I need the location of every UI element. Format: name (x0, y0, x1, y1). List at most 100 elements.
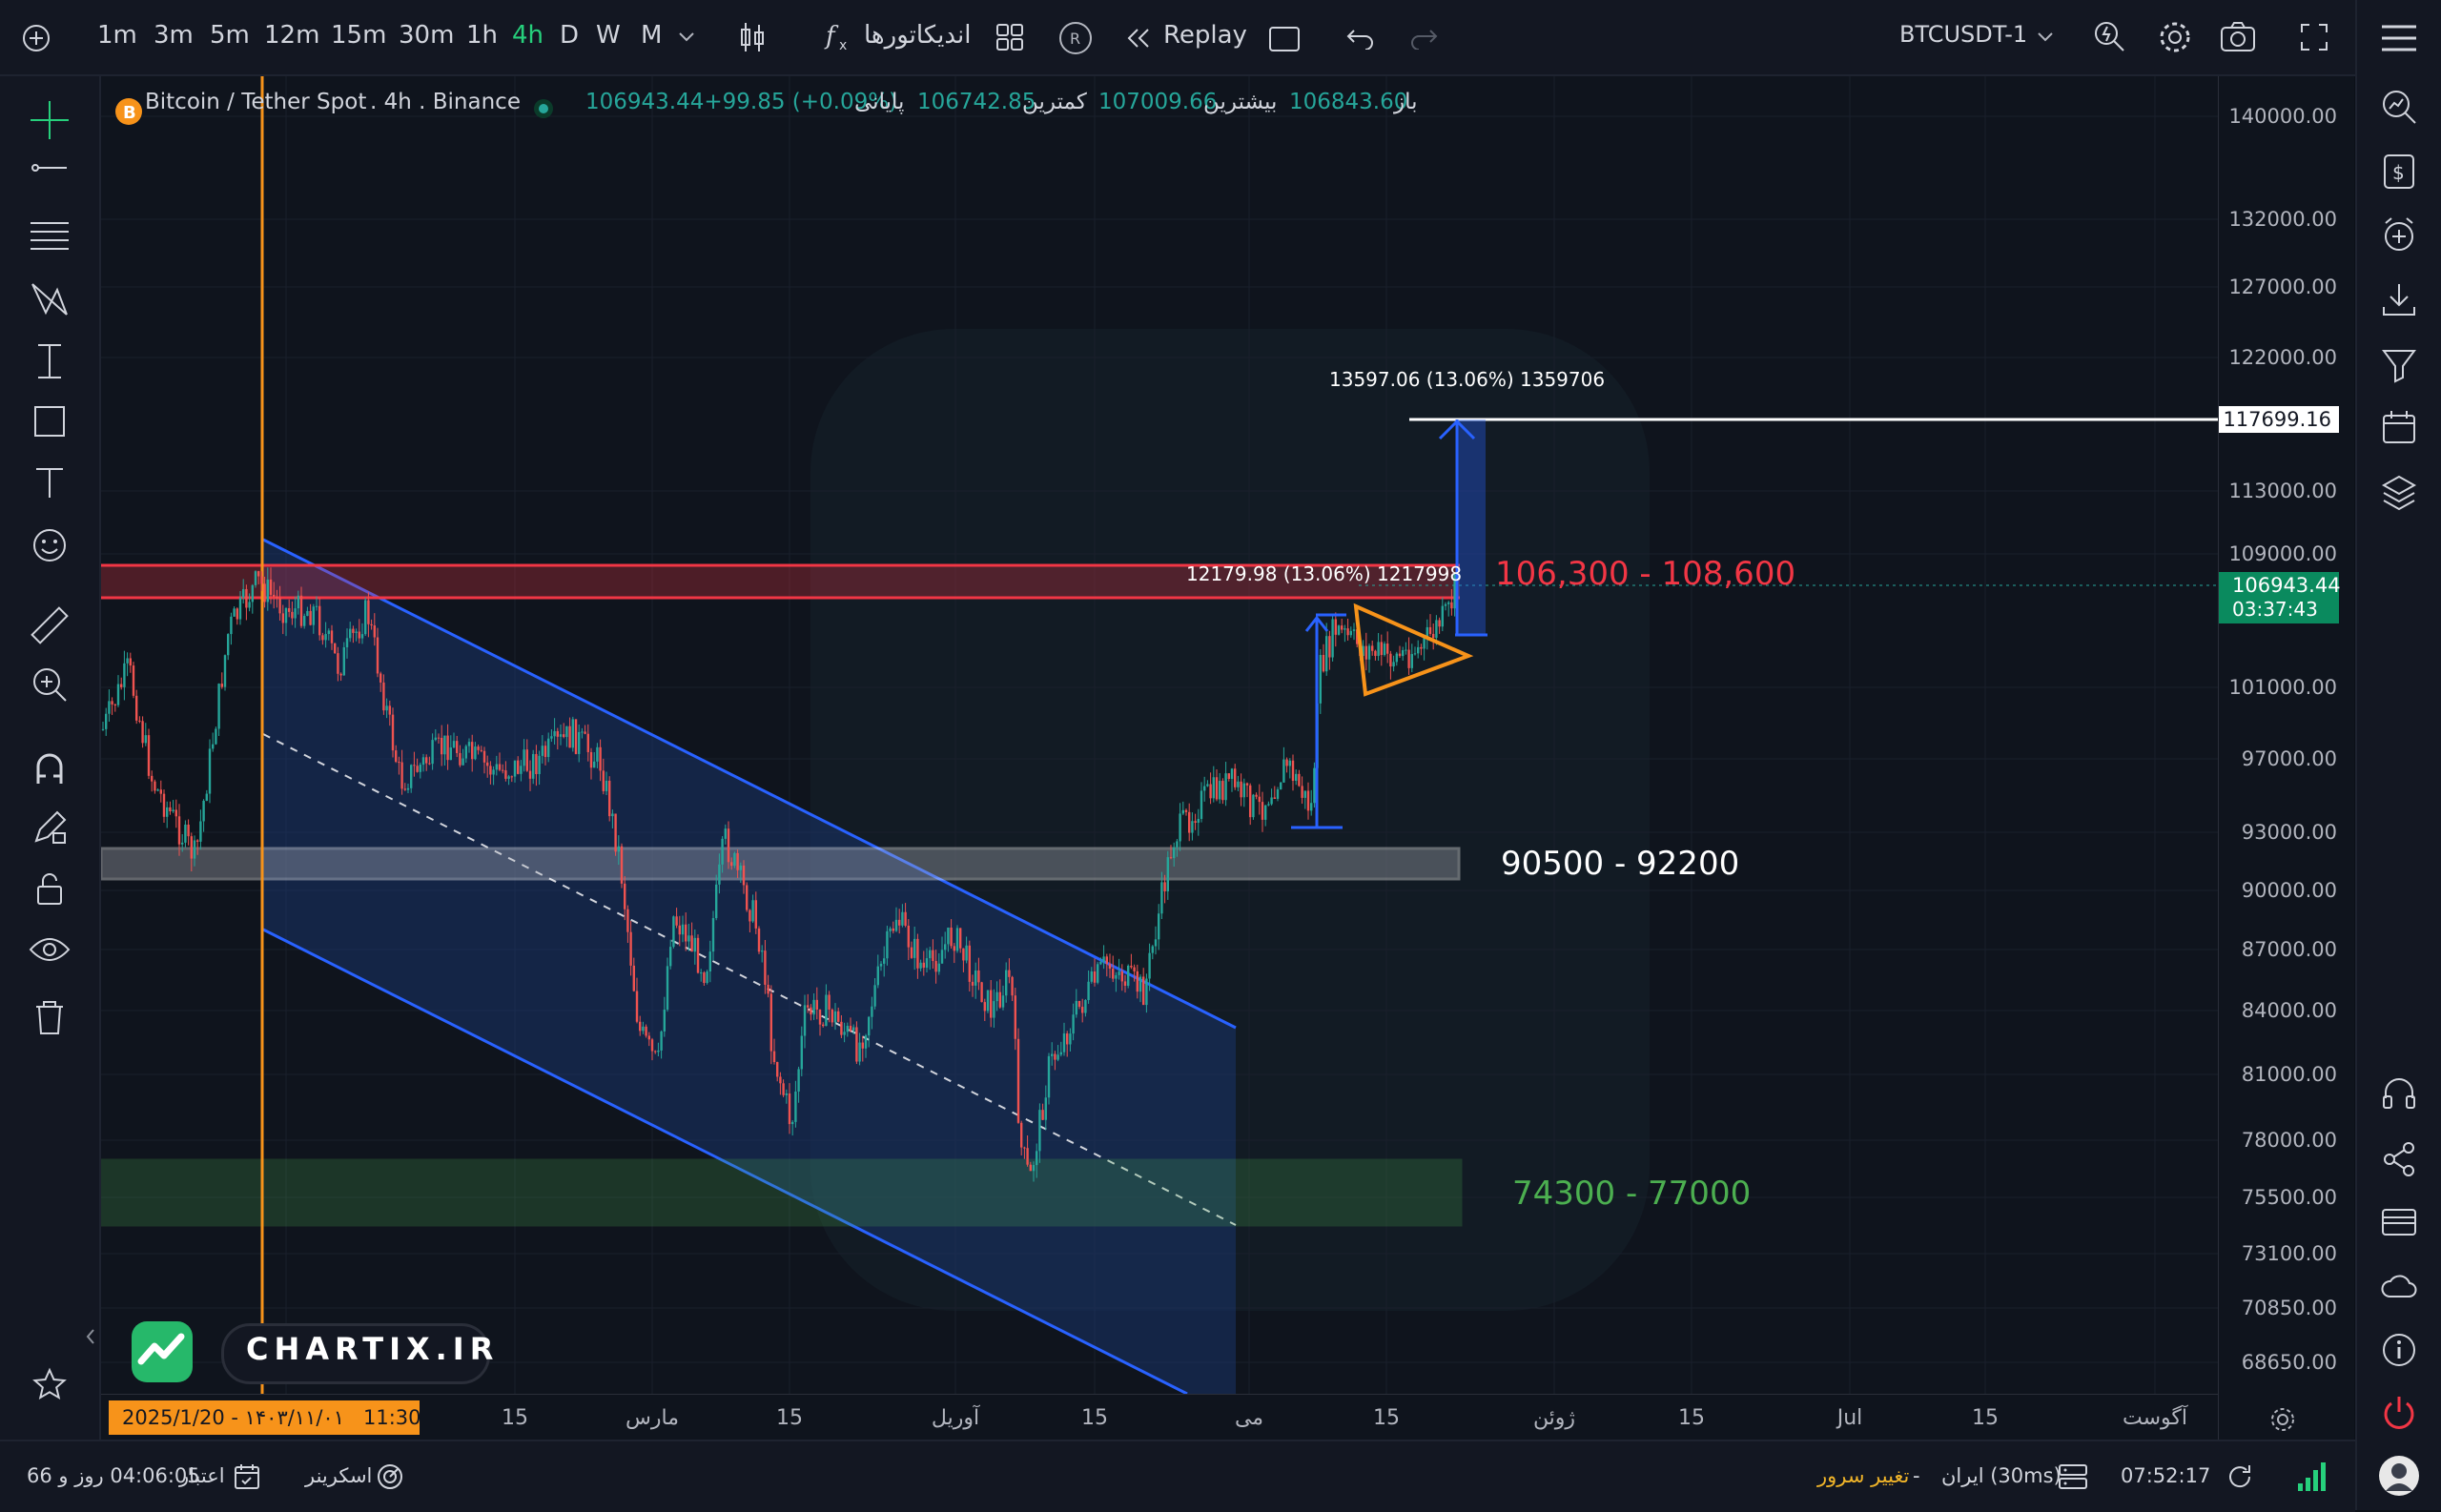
radar-icon[interactable] (376, 1462, 404, 1491)
interval-1m[interactable]: 1m (97, 21, 137, 50)
magnet-icon[interactable] (31, 749, 69, 787)
chart-canvas[interactable] (101, 76, 2218, 1394)
redo-icon[interactable] (1409, 25, 1438, 50)
candlestick-icon[interactable] (738, 21, 767, 53)
price-axis[interactable]: 140000.00 132000.00 127000.00 122000.00 1130… (2218, 76, 2354, 1440)
candle-body (355, 631, 358, 633)
candle-body (889, 928, 892, 931)
screener-button[interactable]: اسکرینر (305, 1464, 373, 1487)
emoji-icon[interactable] (31, 526, 69, 564)
lock-icon[interactable] (32, 869, 67, 908)
interval-15m[interactable]: 15m (331, 21, 387, 50)
interval-5m[interactable]: 5m (210, 21, 250, 50)
headset-icon[interactable] (2380, 1075, 2418, 1114)
candle-body (419, 765, 421, 772)
layout-grid-icon[interactable] (995, 23, 1024, 51)
power-icon[interactable] (2380, 1394, 2418, 1432)
star-icon[interactable] (32, 1367, 67, 1401)
interval-4h[interactable]: 4h (512, 21, 544, 50)
candle-body (1062, 1033, 1066, 1052)
candle-body (812, 999, 815, 1015)
ruler-icon[interactable] (29, 604, 71, 646)
pattern-icon[interactable] (29, 280, 71, 318)
camera-icon[interactable] (2220, 21, 2256, 53)
candle-body (1148, 952, 1151, 979)
quick-search-icon[interactable] (2092, 19, 2126, 53)
cloud-alert-icon[interactable] (2380, 1268, 2418, 1306)
dollar-icon[interactable]: $ (2382, 153, 2416, 191)
menu-icon[interactable] (2380, 23, 2418, 53)
chevron-down-icon[interactable] (2037, 31, 2054, 44)
time-axis[interactable]: 15 مارس 15 آوریل 15 می 15 ژوئن 15 Jul 15 آگوست 2025… (101, 1394, 2294, 1440)
add-symbol-icon[interactable] (21, 23, 51, 53)
candle-body (456, 741, 459, 753)
chevron-left-icon[interactable] (84, 1327, 97, 1346)
trash-icon[interactable] (32, 999, 67, 1037)
candle-body (849, 1026, 852, 1032)
zoom-in-icon[interactable] (31, 665, 69, 704)
indicators-button[interactable]: اندیکاتورها (864, 21, 972, 50)
gear-icon[interactable] (2157, 19, 2193, 55)
replay-button[interactable]: Replay (1163, 21, 1247, 50)
interval-30m[interactable]: 30m (399, 21, 455, 50)
candle-body (303, 616, 306, 626)
eye-icon[interactable] (29, 932, 71, 971)
axis-settings-icon[interactable] (2269, 1406, 2296, 1433)
interval-12m[interactable]: 12m (264, 21, 320, 50)
interval-w[interactable]: W (596, 21, 621, 50)
info-icon[interactable] (2380, 1331, 2418, 1369)
interval-1h[interactable]: 1h (466, 21, 499, 50)
legend-high-value: 106843.60 (1289, 90, 1408, 114)
symbol-selector[interactable]: BTCUSDT-1 (1899, 21, 2028, 48)
text-icon[interactable] (32, 465, 67, 500)
chart-pane[interactable]: B Bitcoin / Tether Spot . 4h . Binance 1… (101, 76, 2218, 1394)
chevron-down-icon[interactable] (678, 31, 695, 44)
candle-body (1377, 642, 1380, 657)
calendar-check-icon[interactable] (233, 1462, 261, 1491)
pencil-lock-icon[interactable] (31, 808, 69, 847)
avatar[interactable] (2378, 1455, 2420, 1497)
candle-body (169, 807, 172, 812)
candle-body (535, 753, 538, 775)
rectangle-icon[interactable] (1268, 25, 1301, 53)
candle-body (886, 930, 889, 959)
horizontal-lines-icon[interactable] (29, 219, 71, 254)
candle-body (1261, 802, 1264, 820)
server-icon[interactable] (2058, 1462, 2088, 1491)
candle-body (385, 705, 388, 711)
interval-d[interactable]: D (560, 21, 580, 50)
alert-r-icon[interactable]: R (1058, 21, 1093, 55)
candle-body (620, 846, 624, 884)
change-server-link[interactable]: تغییر سرور (1817, 1464, 1910, 1487)
candle-body (1295, 773, 1298, 782)
interval-m[interactable]: M (641, 21, 663, 50)
interval-3m[interactable]: 3m (154, 21, 194, 50)
card-icon[interactable] (2380, 1203, 2418, 1241)
credit-label[interactable]: اعتبار (179, 1464, 225, 1487)
share-icon[interactable] (2380, 1140, 2418, 1178)
add-alert-icon[interactable] (2380, 215, 2418, 254)
fullscreen-icon[interactable] (2300, 23, 2328, 51)
download-icon[interactable] (2380, 280, 2418, 318)
candle-body (309, 610, 312, 625)
candle-body (1123, 981, 1127, 987)
chart-search-icon[interactable] (2380, 88, 2418, 126)
candle-body (879, 963, 883, 967)
candle-body (236, 608, 238, 620)
undo-icon[interactable] (1346, 25, 1375, 50)
crosshair-icon[interactable] (29, 99, 71, 141)
drawing-toolbar (0, 76, 101, 1440)
candle-body (852, 1027, 855, 1032)
candle-body (101, 728, 105, 730)
replay-icon[interactable] (1125, 27, 1152, 50)
calendar-icon[interactable] (2380, 408, 2418, 446)
layers-icon[interactable] (2380, 473, 2418, 511)
shape-icon[interactable] (31, 402, 69, 440)
filter-icon[interactable] (2380, 345, 2418, 383)
refresh-icon[interactable] (2226, 1462, 2254, 1491)
measure-icon[interactable] (31, 341, 69, 381)
candle-body (1197, 819, 1200, 823)
trend-line-icon[interactable] (31, 158, 69, 177)
time-tick: ژوئن (1532, 1406, 1576, 1430)
